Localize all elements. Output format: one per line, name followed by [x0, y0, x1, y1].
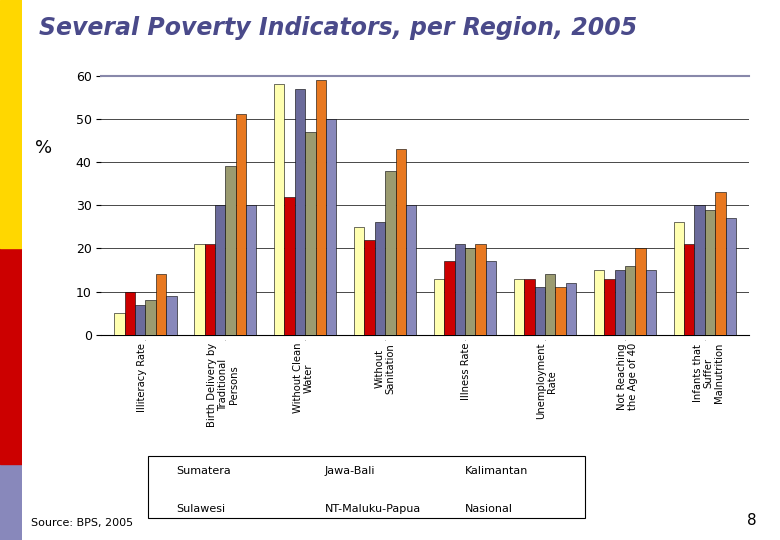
Bar: [204, 244, 215, 335]
Bar: [646, 270, 656, 335]
Bar: [705, 210, 715, 335]
Bar: [476, 244, 486, 335]
Bar: [295, 89, 305, 335]
Bar: [604, 279, 615, 335]
Bar: [316, 80, 326, 335]
Bar: [145, 300, 156, 335]
Bar: [236, 114, 246, 335]
Bar: [215, 205, 225, 335]
Bar: [465, 248, 476, 335]
Bar: [285, 197, 295, 335]
Bar: [545, 274, 555, 335]
Text: Illness Rate: Illness Rate: [460, 343, 470, 400]
Text: Jawa-Bali: Jawa-Bali: [324, 467, 375, 476]
Text: Kalimantan: Kalimantan: [465, 467, 528, 476]
Bar: [354, 227, 364, 335]
Bar: [246, 205, 257, 335]
Bar: [534, 287, 545, 335]
Bar: [594, 270, 604, 335]
Bar: [406, 205, 417, 335]
Bar: [694, 205, 705, 335]
Text: Nasional: Nasional: [465, 504, 513, 514]
Bar: [524, 279, 534, 335]
Bar: [364, 240, 374, 335]
Text: Not Reaching
the Age of 40: Not Reaching the Age of 40: [617, 343, 638, 410]
Text: %: %: [34, 139, 51, 157]
Bar: [385, 171, 395, 335]
Text: Source: BPS, 2005: Source: BPS, 2005: [31, 518, 133, 528]
Bar: [166, 296, 176, 335]
Text: NT-Maluku-Papua: NT-Maluku-Papua: [324, 504, 420, 514]
Bar: [715, 192, 725, 335]
Bar: [635, 248, 646, 335]
Text: Several Poverty Indicators, per Region, 2005: Several Poverty Indicators, per Region, …: [39, 16, 637, 40]
Text: Without Clean
Water: Without Clean Water: [293, 343, 314, 414]
Bar: [0, 248, 22, 464]
Text: Sulawesi: Sulawesi: [176, 504, 225, 514]
Bar: [566, 283, 576, 335]
Bar: [326, 119, 336, 335]
Bar: [274, 84, 285, 335]
Bar: [194, 244, 204, 335]
Text: Without
Sanitation: Without Sanitation: [374, 343, 395, 394]
Text: Sumatera: Sumatera: [176, 467, 231, 476]
Bar: [395, 149, 406, 335]
Bar: [125, 292, 135, 335]
Bar: [156, 274, 166, 335]
Bar: [114, 313, 125, 335]
Bar: [305, 132, 316, 335]
Bar: [455, 244, 465, 335]
Bar: [0, 464, 22, 540]
Bar: [725, 218, 736, 335]
Bar: [615, 270, 625, 335]
Bar: [374, 222, 385, 335]
Text: Unemployment
Rate: Unemployment Rate: [536, 343, 557, 420]
Bar: [555, 287, 566, 335]
Bar: [434, 279, 445, 335]
Bar: [514, 279, 524, 335]
Text: Birth Delivery by
Traditional
Persons: Birth Delivery by Traditional Persons: [207, 343, 239, 427]
Bar: [486, 261, 496, 335]
Bar: [0, 0, 22, 248]
Bar: [445, 261, 455, 335]
Bar: [674, 222, 684, 335]
Text: 8: 8: [747, 513, 757, 528]
Text: Infants that
Suffer
Malnutrition: Infants that Suffer Malnutrition: [693, 343, 724, 403]
Bar: [684, 244, 694, 335]
Bar: [225, 166, 236, 335]
Bar: [625, 266, 635, 335]
Text: Illiteracy Rate: Illiteracy Rate: [136, 343, 147, 412]
Bar: [135, 305, 145, 335]
